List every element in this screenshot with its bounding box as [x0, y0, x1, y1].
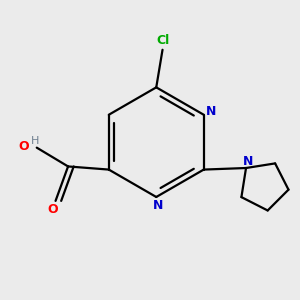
Text: N: N	[153, 199, 163, 212]
Text: Cl: Cl	[156, 34, 169, 47]
Text: H: H	[31, 136, 39, 146]
Text: N: N	[206, 104, 216, 118]
Text: N: N	[242, 154, 253, 168]
Text: O: O	[47, 203, 58, 216]
Text: O: O	[18, 140, 29, 153]
